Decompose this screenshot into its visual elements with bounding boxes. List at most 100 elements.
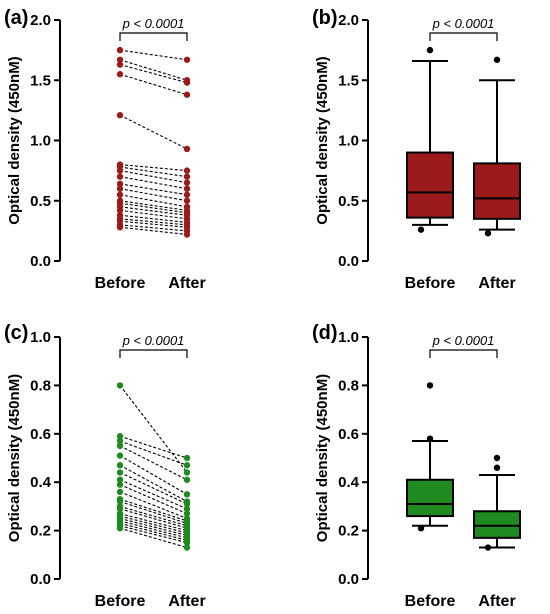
pair-line (119, 484, 188, 515)
outlier-point (484, 230, 492, 237)
p-value-annotation: p < 0.0001 (432, 333, 495, 348)
outlier-point (426, 435, 434, 442)
box-before (406, 382, 454, 532)
box-before (406, 46, 454, 233)
pair-line (119, 194, 188, 208)
box-after (473, 454, 521, 551)
panel-label: (a) (4, 7, 28, 29)
pair-line (119, 445, 188, 481)
outlier-point (493, 56, 501, 63)
outlier-point (417, 226, 425, 233)
pair-line (119, 525, 188, 544)
panel-label: (d) (312, 322, 338, 344)
y-tick-label: 0.0 (30, 253, 51, 270)
pair-line (119, 206, 188, 216)
box-after (473, 56, 521, 237)
pair-line (119, 183, 188, 196)
before-point (116, 382, 124, 389)
before-point (116, 481, 124, 488)
y-tick-label: 1.5 (30, 72, 51, 89)
before-point (116, 71, 124, 78)
x-category-label: Before (405, 593, 456, 610)
pair-line (119, 188, 188, 202)
after-point (183, 173, 191, 180)
pair-line (119, 491, 188, 520)
y-tick-label: 1.5 (338, 72, 359, 89)
panel-label: (c) (4, 322, 28, 344)
after-point (183, 145, 191, 153)
after-point (183, 476, 191, 483)
pair-line (119, 209, 188, 220)
pair-line (119, 517, 188, 536)
pair-line (119, 435, 188, 459)
pair-line (119, 214, 188, 223)
box-body (473, 162, 521, 220)
y-axis-label: Optical density (450nM) (314, 56, 331, 224)
p-value-annotation: p < 0.0001 (122, 333, 185, 348)
after-point (183, 539, 191, 546)
panel-a: (a) 0.0 0.5 1.0 1.5 2.0 Optical density (450nM… (4, 7, 206, 292)
before-point (116, 185, 124, 192)
significance-bracket (119, 349, 188, 358)
pair-line (119, 464, 188, 503)
pair-line (119, 522, 188, 541)
pair-line (119, 455, 188, 495)
before-point (116, 173, 124, 180)
y-tick-label: 1.0 (338, 329, 359, 346)
before-point (116, 224, 124, 231)
after-point (183, 56, 191, 63)
pair-line (119, 498, 188, 522)
box-body (406, 151, 454, 219)
panel-d: (d) 0.0 0.2 0.4 0.6 0.8 1.0 Optical density (45… (312, 322, 521, 610)
after-point (183, 469, 191, 476)
x-category-label: After (478, 593, 515, 610)
pair-line (119, 515, 188, 534)
after-point (183, 91, 191, 98)
y-tick-label: 1.0 (30, 329, 51, 346)
pair-line (119, 472, 188, 505)
after-point (183, 179, 191, 186)
y-tick-label: 0.0 (338, 253, 359, 270)
before-point (116, 524, 124, 532)
before-point (116, 498, 124, 505)
before-point (116, 56, 124, 63)
after-point (183, 500, 191, 508)
significance-bracket (119, 32, 188, 41)
before-point (116, 61, 124, 68)
y-tick-label: 0.4 (30, 474, 52, 491)
after-point (183, 510, 191, 517)
pair-line (119, 64, 188, 84)
panel-c: (c) 0.0 0.2 0.4 0.6 0.8 1.0 Optical density (45… (4, 322, 206, 610)
y-axis-label: Optical density (450nM) (314, 374, 331, 542)
y-tick-label: 0.8 (338, 377, 359, 394)
before-point (116, 469, 124, 476)
y-tick-label: 0.2 (338, 523, 359, 540)
box-body (473, 510, 521, 539)
outlier-point (426, 46, 434, 54)
pair-line (119, 49, 188, 61)
outlier-point (417, 524, 425, 532)
y-tick-label: 0.2 (30, 523, 51, 540)
after-point (183, 191, 191, 198)
before-point (116, 452, 124, 459)
outlier-point (484, 544, 492, 551)
significance-bracket (429, 349, 498, 358)
after-point (183, 491, 191, 498)
y-tick-label: 0.5 (30, 193, 51, 210)
before-point (116, 437, 124, 445)
pair-line (119, 385, 188, 473)
after-point (183, 231, 191, 238)
x-category-label: After (478, 275, 515, 292)
pair-line (119, 170, 188, 184)
before-point (116, 207, 124, 214)
before-point (116, 488, 124, 496)
before-point (116, 433, 124, 440)
y-tick-label: 0.5 (338, 193, 359, 210)
x-category-label: Before (95, 593, 146, 610)
pair-line (119, 202, 188, 214)
box-body (406, 478, 454, 518)
pair-line (119, 440, 188, 466)
pair-line (119, 224, 188, 232)
pair-line (119, 164, 188, 172)
pair-line (119, 218, 188, 226)
